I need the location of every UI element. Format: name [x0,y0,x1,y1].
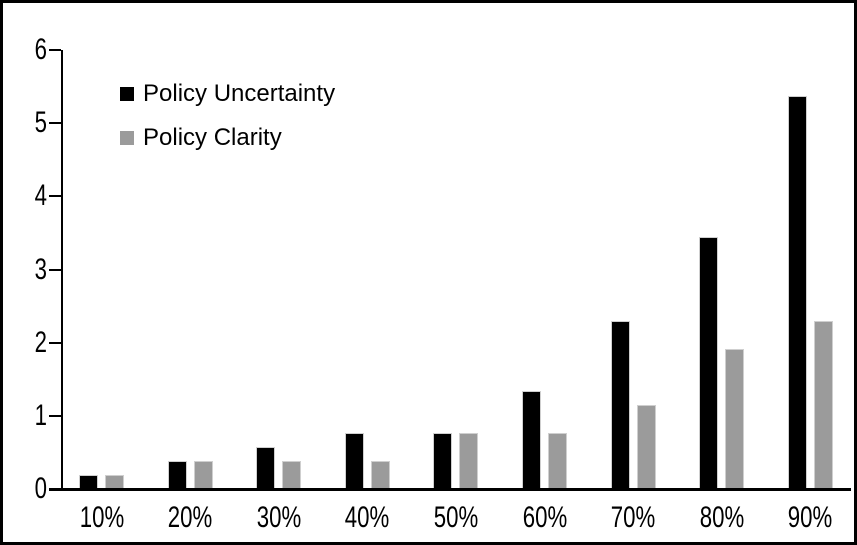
x-axis-label-80%: 80% [699,501,744,534]
y-axis-tick-3 [49,268,61,271]
bar-policy-uncertainty-50% [433,432,453,489]
y-axis-tick-5 [49,122,61,125]
bar-policy-clarity-40% [370,461,390,489]
x-axis-label-30%: 30% [256,501,301,534]
y-axis-label-4: 4 [34,179,47,213]
y-axis-tick-6 [49,49,61,51]
bar-policy-uncertainty-20% [167,461,187,489]
bar-policy-uncertainty-60% [522,390,541,489]
bar-policy-uncertainty-10% [79,475,98,489]
bar-policy-clarity-60% [548,432,567,489]
x-axis-label-40%: 40% [345,501,390,534]
y-axis-label-5: 5 [34,106,47,140]
x-axis-label-20%: 20% [167,501,213,534]
bar-policy-clarity-30% [282,461,302,489]
bar-policy-clarity-10% [105,475,124,489]
x-axis-line [49,488,851,491]
x-axis-label-60%: 60% [522,501,567,534]
bar-policy-uncertainty-90% [787,96,807,489]
y-axis-line [61,50,63,491]
y-axis-label-6: 6 [34,33,47,66]
legend-label-policy-uncertainty: Policy Uncertainty [143,80,336,107]
bar-policy-uncertainty-40% [344,432,364,489]
bar-policy-clarity-20% [193,461,213,489]
legend-item-policy-clarity: Policy Clarity [120,123,335,153]
y-axis-label-0: 0 [34,472,47,505]
legend: Policy Uncertainty Policy Clarity [120,79,335,167]
x-axis-label-10%: 10% [79,501,124,534]
bar-policy-clarity-80% [725,348,745,489]
y-axis-tick-0 [49,488,61,490]
legend-label-policy-clarity: Policy Clarity [143,124,282,151]
bar-policy-clarity-50% [459,432,479,489]
y-axis-tick-4 [49,195,61,198]
legend-item-policy-uncertainty: Policy Uncertainty [120,79,335,109]
bar-policy-uncertainty-70% [610,320,630,489]
x-axis-label-50%: 50% [433,501,479,534]
y-axis-label-1: 1 [34,398,47,432]
y-axis-tick-1 [49,414,61,417]
bar-policy-clarity-70% [636,404,656,489]
legend-swatch-policy-clarity [120,131,134,145]
legend-swatch-policy-uncertainty [120,87,134,101]
y-axis-label-2: 2 [34,325,47,359]
bar-policy-uncertainty-80% [699,236,719,489]
bar-policy-clarity-90% [813,320,833,489]
x-axis-label-90%: 90% [788,501,833,534]
y-axis-label-3: 3 [34,252,47,286]
bar-policy-uncertainty-30% [256,446,276,489]
x-axis-label-70%: 70% [610,501,656,534]
y-axis-tick-2 [49,341,61,344]
